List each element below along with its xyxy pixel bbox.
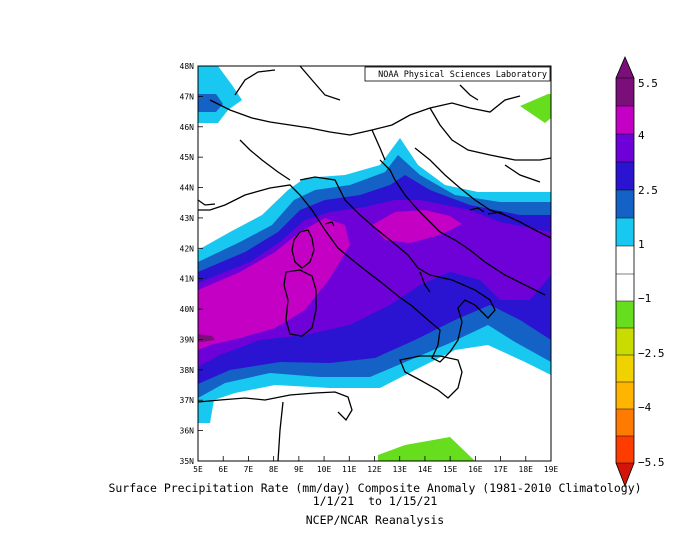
colorbar-label-1: 5.5 xyxy=(638,77,658,90)
alps-borders-5 xyxy=(371,129,386,161)
lat-label: 48N xyxy=(180,62,195,71)
credit-box xyxy=(364,66,551,82)
alps-borders-6 xyxy=(429,107,551,161)
lat-label: 38N xyxy=(180,366,195,375)
colorbar-label-7: −4 xyxy=(638,401,652,414)
caption-dates: 1/1/21 to 1/15/21 xyxy=(313,494,438,508)
lon-label: 11E xyxy=(342,465,357,474)
colorbar-band-4 xyxy=(616,162,634,190)
africa-coast xyxy=(198,391,353,422)
anomaly-band-11 xyxy=(378,437,475,461)
colorbar-band-3 xyxy=(616,134,634,162)
lon-label: 6E xyxy=(218,465,228,474)
lat-label: 45N xyxy=(180,153,195,162)
colorbar-label-8: −5.5 xyxy=(638,456,665,469)
colorbar-label-3: 2.5 xyxy=(638,184,658,197)
colorbar-band-7 xyxy=(616,246,634,274)
dalmatian-islands-2 xyxy=(487,211,507,217)
longitude-axis: 5E 6E 7E 8E 9E 10E 11E 12E 13E 14E 15E 16E 17E 18E 19E xyxy=(193,456,558,474)
anomaly-field xyxy=(198,66,551,461)
anomaly-band-5 xyxy=(198,218,350,350)
peninsula-interior xyxy=(419,271,431,293)
balkan-coast xyxy=(414,147,551,239)
lat-label: 44N xyxy=(180,184,195,193)
lon-label: 7E xyxy=(244,465,254,474)
alps-borders-8 xyxy=(504,164,541,183)
lon-label: 18E xyxy=(519,465,534,474)
sardinia xyxy=(283,269,317,337)
colorbar-separators xyxy=(616,77,634,464)
anomaly-band-7 xyxy=(198,334,215,342)
colorbar-label-6: −2.5 xyxy=(638,347,665,360)
credit-text: NOAA Physical Sciences Laboratory xyxy=(378,70,547,80)
alps-borders-7 xyxy=(459,84,479,101)
colorbar-band-1 xyxy=(616,78,634,106)
sicily xyxy=(399,355,463,399)
anomaly-band-10 xyxy=(520,94,551,123)
colorbar-band-8 xyxy=(616,274,634,301)
lat-label: 36N xyxy=(180,427,195,436)
lon-label: 14E xyxy=(418,465,433,474)
italy-coast xyxy=(198,176,496,363)
colorbar-band-5 xyxy=(616,190,634,218)
colorbar-band-13 xyxy=(616,409,634,436)
colorbar-band-11 xyxy=(616,355,634,382)
caption-title: Surface Precipitation Rate (mm/day) Comp… xyxy=(108,481,641,495)
elba-island xyxy=(324,221,335,227)
tunisia-border xyxy=(277,401,284,461)
colorbar-band-12 xyxy=(616,382,634,409)
anomaly-band-6 xyxy=(372,210,462,243)
lat-label: 39N xyxy=(180,335,195,344)
lon-label: 13E xyxy=(392,465,407,474)
lon-label: 19E xyxy=(544,465,559,474)
lat-label: 37N xyxy=(180,396,195,405)
italy-adriatic-coast xyxy=(379,159,546,296)
corsica xyxy=(291,229,315,269)
colorbar-label-2: 4 xyxy=(638,129,645,142)
colorbar-top-arrow xyxy=(616,57,634,78)
lat-label: 35N xyxy=(180,457,195,466)
caption-source: NCEP/NCAR Reanalysis xyxy=(306,513,444,527)
lat-label: 47N xyxy=(180,92,195,101)
colorbar-label-5: −1 xyxy=(638,292,651,305)
colorbar-band-9 xyxy=(616,301,634,328)
lon-label: 12E xyxy=(367,465,382,474)
anomaly-band-9 xyxy=(198,94,223,112)
anomaly-band-4 xyxy=(198,200,551,367)
lon-label: 9E xyxy=(294,465,304,474)
alps-borders xyxy=(209,95,521,136)
lat-label: 40N xyxy=(180,305,195,314)
alps-borders-2 xyxy=(239,139,291,181)
lon-label: 10E xyxy=(317,465,332,474)
alps-borders-3 xyxy=(234,69,276,96)
colorbar-band-2 xyxy=(616,106,634,134)
alps-borders-4 xyxy=(299,66,341,101)
dalmatian-islands xyxy=(469,207,485,213)
lon-label: 5E xyxy=(193,465,203,474)
colorbar-band-6 xyxy=(616,218,634,246)
lat-label: 46N xyxy=(180,123,195,132)
colorbar-label-4: 1 xyxy=(638,238,645,251)
lon-label: 15E xyxy=(443,465,458,474)
lat-label: 42N xyxy=(180,244,195,253)
lat-label: 43N xyxy=(180,214,195,223)
lon-label: 8E xyxy=(269,465,279,474)
iberia-edge xyxy=(198,199,216,206)
colorbar-bottom-arrow xyxy=(616,463,634,486)
lon-label: 16E xyxy=(468,465,483,474)
lat-label: 41N xyxy=(180,275,195,284)
coastlines xyxy=(198,66,551,461)
colorbar-band-14 xyxy=(616,436,634,463)
colorbar: 5.5 4 2.5 1 −1 −2.5 −4 −5.5 xyxy=(615,55,665,488)
latitude-axis: 48N 47N 46N 45N 44N 43N 42N 41N 40N 39N 38N 37N 36N 3… xyxy=(180,62,203,466)
colorbar-band-10 xyxy=(616,328,634,355)
lon-label: 17E xyxy=(493,465,508,474)
